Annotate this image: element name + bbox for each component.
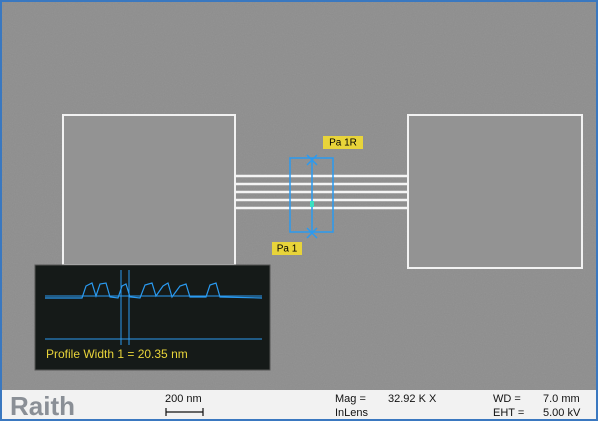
profile-width: Profile Width 1 = 20.35 nm <box>46 347 188 361</box>
eht-value: 5.00 kV <box>543 407 581 419</box>
page: Pa 1R Pa 1 Profile Width 1 = 20.35 nm Ra… <box>0 0 598 421</box>
wd-label: WD = <box>493 393 521 405</box>
marker-label: Pa 1 <box>277 244 298 255</box>
mag-label: Mag = <box>335 393 366 405</box>
detector: InLens <box>335 407 369 419</box>
sem-screenshot: Pa 1R Pa 1 Profile Width 1 = 20.35 nm Ra… <box>0 0 598 421</box>
contact-pad-right <box>408 115 582 268</box>
brand: Raith <box>10 391 75 421</box>
contact-pad-left <box>63 115 235 265</box>
center-marker <box>310 201 314 207</box>
mag-value: 32.92 K X <box>388 393 437 405</box>
scale-text: 200 nm <box>165 393 202 405</box>
marker-label: Pa 1R <box>329 138 357 149</box>
wd-value: 7.0 mm <box>543 393 580 405</box>
eht-label: EHT = <box>493 407 524 419</box>
